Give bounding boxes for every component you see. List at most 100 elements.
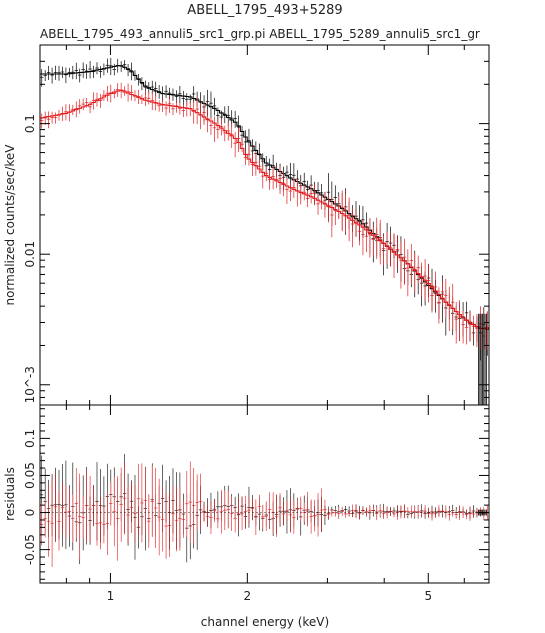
data-point-1-36 [164, 101, 168, 116]
data-point-1-15 [91, 92, 96, 110]
data-point-1-2 [46, 111, 51, 129]
data-point-0-1 [43, 70, 47, 82]
residual-point-1-28 [136, 463, 141, 534]
data-point-1-105 [402, 238, 407, 285]
data-point-1-68 [274, 172, 279, 189]
data-point-1-39 [174, 99, 179, 113]
residual-point-1-60 [247, 496, 251, 524]
data-point-0-50 [212, 97, 217, 116]
residual-point-1-89 [347, 510, 351, 517]
data-point-1-50 [212, 116, 217, 142]
residual-point-1-10 [74, 468, 78, 539]
residual-point-1-32 [150, 465, 154, 538]
data-point-0-22 [115, 58, 120, 73]
residual-point-1-7 [64, 486, 68, 539]
data-point-1-81 [319, 195, 324, 210]
data-point-1-5 [57, 109, 61, 121]
data-point-1-47 [202, 102, 206, 125]
data-point-1-76 [302, 185, 306, 201]
residual-point-1-98 [378, 505, 382, 517]
data-point-1-1 [43, 111, 47, 125]
data-point-1-20 [109, 84, 113, 103]
residual-point-1-80 [316, 492, 320, 537]
residual-point-1-125 [471, 510, 476, 519]
data-point-1-13 [84, 98, 89, 108]
data-point-1-66 [267, 170, 272, 190]
residual-point-1-97 [375, 506, 379, 521]
data-point-1-30 [143, 90, 148, 106]
data-point-1-62 [254, 152, 258, 176]
residual-point-1-56 [233, 505, 237, 533]
data-point-1-79 [312, 184, 317, 206]
residual-y-tick-label: -0.05 [23, 534, 37, 565]
data-point-1-99 [381, 235, 386, 266]
residual-point-1-39 [174, 489, 179, 552]
residual-point-1-12 [81, 496, 85, 539]
residual-point-1-84 [330, 509, 334, 517]
data-point-0-49 [209, 91, 213, 118]
data-point-1-72 [288, 182, 293, 202]
data-point-1-98 [378, 219, 382, 265]
data-point-1-8 [67, 104, 72, 122]
residual-point-1-34 [157, 478, 161, 556]
residual-point-1-1 [43, 499, 47, 538]
data-point-0-24 [122, 60, 127, 70]
data-point-0-14 [88, 60, 92, 79]
data-point-1-70 [281, 172, 286, 197]
data-point-1-31 [147, 92, 151, 105]
data-point-1-51 [216, 121, 220, 139]
residual-point-1-16 [95, 501, 99, 546]
data-point-0-2 [46, 65, 51, 80]
residual-point-1-119 [451, 509, 455, 517]
data-point-1-54 [226, 122, 230, 141]
residual-point-1-53 [223, 490, 227, 531]
data-point-1-57 [236, 127, 241, 153]
residual-point-1-74 [295, 499, 300, 518]
data-point-1-89 [347, 197, 351, 242]
data-point-1-73 [292, 178, 296, 199]
residual-point-1-88 [343, 510, 348, 518]
chart-subtitle: ABELL_1795_493_annuli5_src1_grp.pi ABELL… [40, 27, 480, 41]
data-point-1-37 [167, 96, 172, 113]
data-point-0-34 [157, 84, 161, 99]
x-tick-label: 2 [244, 589, 252, 603]
residual-point-1-26 [129, 482, 134, 533]
data-point-1-78 [309, 185, 313, 204]
residual-point-1-111 [423, 504, 427, 518]
data-point-1-48 [205, 109, 210, 133]
data-point-1-0 [40, 113, 44, 129]
residual-point-1-22 [115, 476, 120, 561]
residual-point-1-106 [406, 507, 410, 517]
residual-point-1-57 [236, 498, 241, 530]
data-point-0-38 [171, 88, 175, 101]
residual-point-1-93 [361, 506, 365, 514]
data-point-1-26 [129, 85, 134, 101]
x-tick-label: 5 [424, 589, 432, 603]
data-point-0-0 [40, 69, 44, 87]
data-point-1-60 [247, 145, 251, 166]
residual-point-1-9 [71, 494, 75, 543]
data-point-0-26 [129, 62, 134, 81]
residual-point-1-114 [433, 509, 438, 519]
data-point-1-110 [419, 262, 424, 297]
residual-point-1-113 [430, 507, 434, 521]
data-point-1-56 [233, 132, 237, 158]
chart-title: ABELL_1795_493+5289 [187, 3, 342, 18]
data-point-1-63 [257, 159, 262, 174]
data-point-1-4 [53, 112, 58, 124]
residual-point-1-30 [143, 468, 148, 533]
residual-point-1-91 [354, 504, 358, 519]
data-point-1-115 [437, 287, 441, 324]
residual-point-1-95 [368, 504, 372, 517]
data-point-1-49 [209, 117, 213, 135]
data-point-1-38 [171, 103, 175, 116]
residual-point-1-81 [319, 488, 324, 532]
residual-panel-frame [39, 404, 490, 584]
data-point-1-106 [406, 249, 410, 297]
y-tick-label: 10^-3 [23, 366, 37, 403]
data-point-1-61 [250, 155, 255, 177]
residual-point-1-107 [409, 505, 414, 519]
data-point-1-59 [243, 150, 248, 166]
data-point-0-27 [133, 70, 137, 81]
data-point-0-32 [150, 80, 154, 95]
